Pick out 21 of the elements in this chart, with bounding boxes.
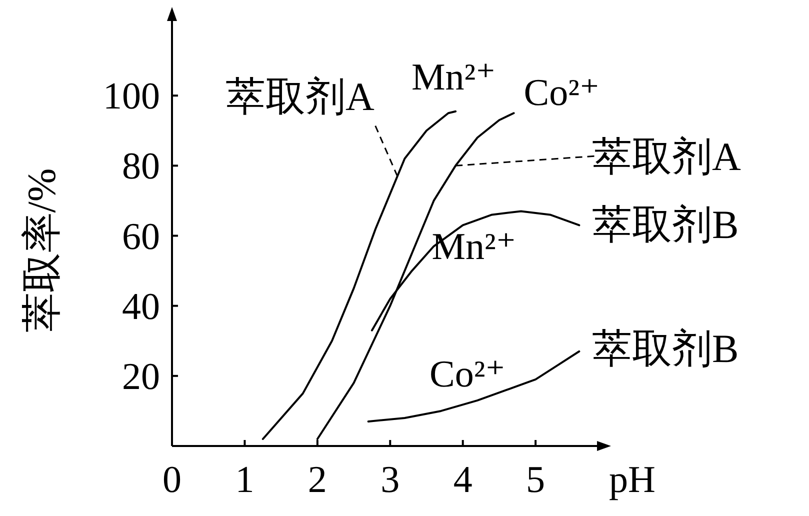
series-label: Mn²⁺	[411, 56, 496, 98]
series-label: Co²⁺	[429, 353, 506, 396]
x-tick-label: 0	[162, 459, 182, 501]
y-tick-label: 40	[122, 286, 160, 328]
annotation: 萃取剂A	[226, 74, 375, 119]
x-tick-label: 1	[235, 459, 254, 501]
x-tick-label: 2	[308, 459, 327, 501]
annotation: 萃取剂A	[592, 134, 741, 179]
series-label: Co²⁺	[524, 72, 600, 114]
y-tick-label: 80	[122, 146, 160, 188]
annotation: 萃取剂B	[592, 202, 739, 247]
x-axis-title: pH	[609, 459, 656, 501]
series-label: Mn²⁺	[432, 226, 516, 268]
y-tick-label: 100	[103, 76, 160, 118]
x-tick-label: 5	[526, 459, 546, 501]
x-tick-label: 4	[453, 459, 472, 501]
x-tick-label: 3	[380, 459, 400, 501]
annotation: 萃取剂B	[592, 326, 739, 371]
y-tick-label: 20	[122, 356, 160, 398]
y-tick-label: 60	[122, 216, 160, 258]
y-axis-title: 萃取率/%	[19, 168, 64, 333]
